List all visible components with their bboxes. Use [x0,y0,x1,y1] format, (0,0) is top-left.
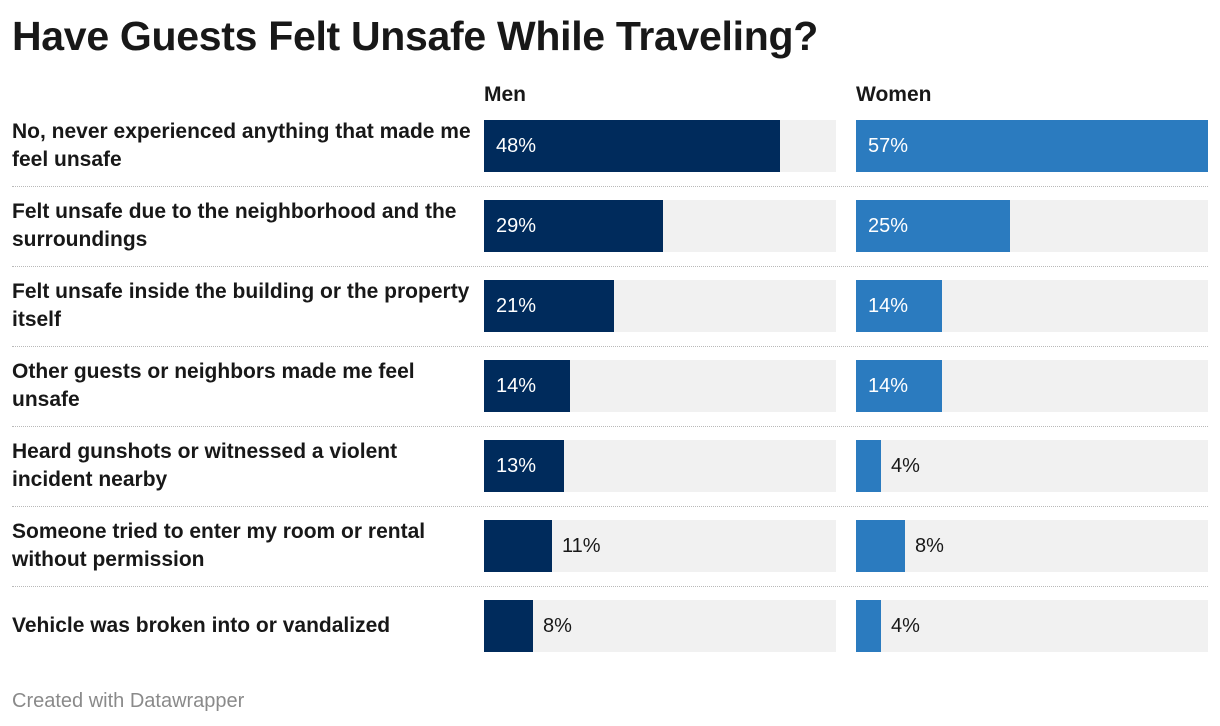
row-divider [12,506,1208,507]
bar-track-women: 25% [856,200,1208,252]
value-label-women: 4% [891,615,920,637]
bar-women [856,280,942,332]
category-label: Vehicle was broken into or vandalized [12,614,391,637]
bar-women [856,600,881,652]
bar-track-men: 21% [484,280,836,332]
bar-men [484,520,552,572]
bar-track-men: 8% [484,600,836,652]
row-divider [12,186,1208,187]
category-label: Someone tried to enter my room or rental… [12,520,426,571]
bar-women [856,440,881,492]
chart-row: Felt unsafe inside the building or the p… [0,278,1220,358]
column-header-men: Men [484,83,526,106]
bar-track-men: 11% [484,520,836,572]
bar-men [484,200,663,252]
row-divider [12,586,1208,587]
value-label-women: 25% [868,215,909,237]
bar-track-men: 48% [484,120,836,172]
chart-row: Felt unsafe due to the neighborhood and … [0,198,1220,278]
bar-women [856,120,1208,172]
column-header-women: Women [856,83,932,106]
bar-men [484,280,614,332]
bar-track-women: 4% [856,600,1208,652]
bar-men [484,120,780,172]
bar-men [484,600,533,652]
bar-track-women: 14% [856,360,1208,412]
value-label-men: 13% [496,455,537,477]
value-label-men: 21% [496,295,537,317]
row-divider [12,266,1208,267]
value-label-men: 8% [543,615,572,637]
category-label: No, never experienced anything that made… [12,120,471,171]
chart-row: Someone tried to enter my room or rental… [0,518,1220,598]
footer-credit: Created with Datawrapper [12,690,245,712]
category-label: Felt unsafe due to the neighborhood and … [12,200,457,251]
category-label: Heard gunshots or witnessed a violent in… [12,440,398,491]
chart-row: Vehicle was broken into or vandalized 8% 4… [0,598,1220,678]
value-label-men: 11% [562,535,601,557]
chart-row: Other guests or neighbors made me feel u… [0,358,1220,438]
bar-men [484,360,570,412]
bar-women [856,520,905,572]
value-label-women: 8% [915,535,944,557]
value-label-women: 4% [891,455,920,477]
bar-women [856,360,942,412]
value-label-men: 29% [496,215,537,237]
row-divider [12,346,1208,347]
bar-track-men: 13% [484,440,836,492]
bar-track-women: 14% [856,280,1208,332]
row-divider [12,426,1208,427]
chart-row: No, never experienced anything that made… [0,118,1220,198]
category-label: Felt unsafe inside the building or the p… [12,280,470,331]
value-label-men: 48% [496,135,537,157]
bar-track-men: 29% [484,200,836,252]
bar-track-women: 8% [856,520,1208,572]
bar-track-women: 4% [856,440,1208,492]
value-label-women: 14% [868,295,909,317]
chart-row: Heard gunshots or witnessed a violent in… [0,438,1220,518]
chart-rows: No, never experienced anything that made… [0,118,1220,678]
bar-men [484,440,564,492]
bar-track-men: 14% [484,360,836,412]
chart-title: Have Guests Felt Unsafe While Traveling? [12,13,818,59]
bar-track-women: 57% [856,120,1208,172]
value-label-women: 14% [868,375,909,397]
value-label-women: 57% [868,135,909,157]
category-label: Other guests or neighbors made me feel u… [12,360,415,411]
value-label-men: 14% [496,375,537,397]
bar-women [856,200,1010,252]
